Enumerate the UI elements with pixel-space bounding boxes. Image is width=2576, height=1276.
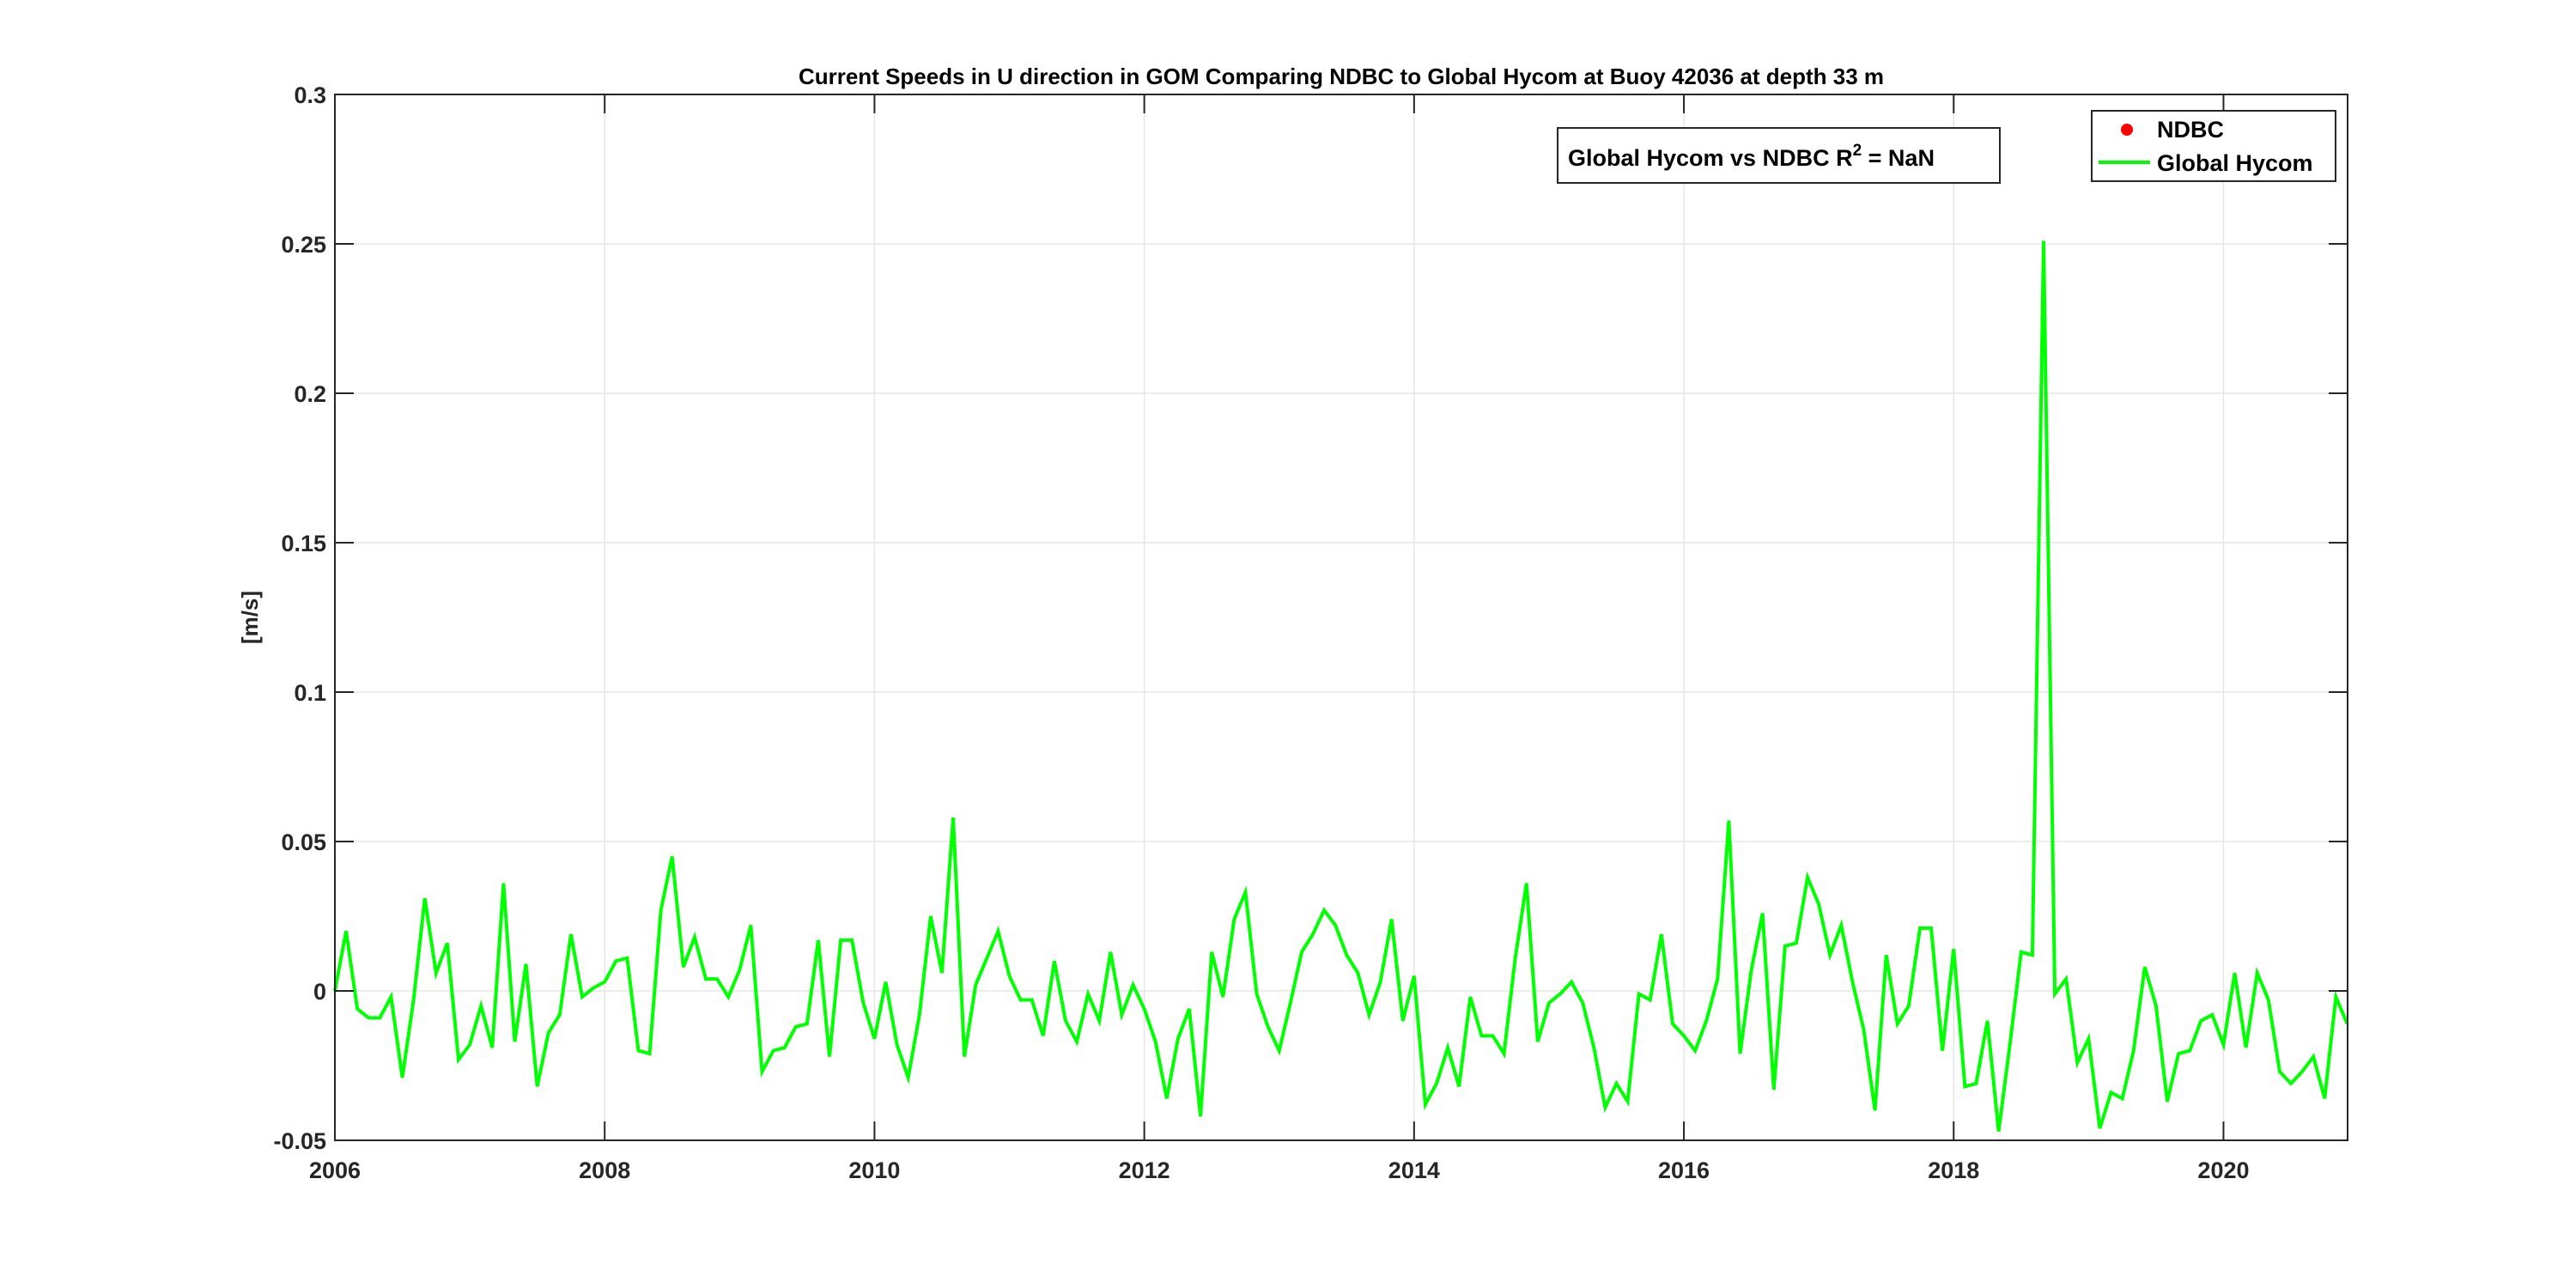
annotation-box [1557, 127, 2001, 184]
y-tick-label: 0.15 [281, 531, 326, 556]
y-tick-label: 0.25 [281, 232, 326, 258]
annotation-prefix: Global Hycom vs NDBC R [1568, 145, 1853, 171]
legend-ndbc-marker [2121, 124, 2133, 136]
series-line-global-hycom [333, 240, 2349, 1132]
x-tick-label: 2014 [1388, 1158, 1440, 1183]
x-tick-label: 2012 [1119, 1158, 1170, 1183]
chart-title: Current Speeds in U direction in GOM Com… [799, 64, 1884, 89]
legend-ndbc-label: NDBC [2157, 117, 2224, 143]
y-tick-labels: -0.05 0 0.05 0.1 0.15 0.2 0.25 0.3 [273, 82, 326, 1154]
x-tick-label: 2006 [309, 1158, 361, 1183]
y-tick-label: 0.2 [294, 381, 326, 407]
y-tick-label: -0.05 [273, 1128, 326, 1154]
plot-area [335, 94, 2348, 1140]
y-axis-label: [m/s] [237, 591, 263, 644]
legend: NDBC Global Hycom [2091, 110, 2336, 182]
x-tick-label: 2010 [848, 1158, 900, 1183]
legend-box [2091, 110, 2336, 182]
legend-global-hycom-label: Global Hycom [2157, 150, 2313, 176]
y-tick-label: 0.1 [294, 680, 326, 706]
annotation-suffix: = NaN [1862, 145, 1935, 171]
y-tick-label: 0.3 [294, 82, 326, 108]
r-squared-annotation: Global Hycom vs NDBC R2 = NaN [1557, 127, 2001, 184]
plot-frame [334, 94, 2348, 1141]
y-tick-label: 0.05 [281, 829, 326, 855]
series-layer [333, 240, 2349, 1132]
x-tick-labels: 2006 2008 2010 2012 2014 2016 2018 2020 [309, 1158, 2250, 1183]
x-tick-label: 2016 [1658, 1158, 1710, 1183]
annotation-superscript: 2 [1853, 142, 1862, 160]
x-tick-label: 2008 [579, 1158, 630, 1183]
annotation-text: Global Hycom vs NDBC R2 = NaN [1568, 142, 1935, 171]
x-tick-label: 2020 [2197, 1158, 2249, 1183]
axis-ticks [334, 94, 2348, 1141]
grid-lines [335, 94, 2348, 1140]
x-tick-label: 2018 [1928, 1158, 1979, 1183]
y-tick-label: 0 [313, 979, 326, 1005]
